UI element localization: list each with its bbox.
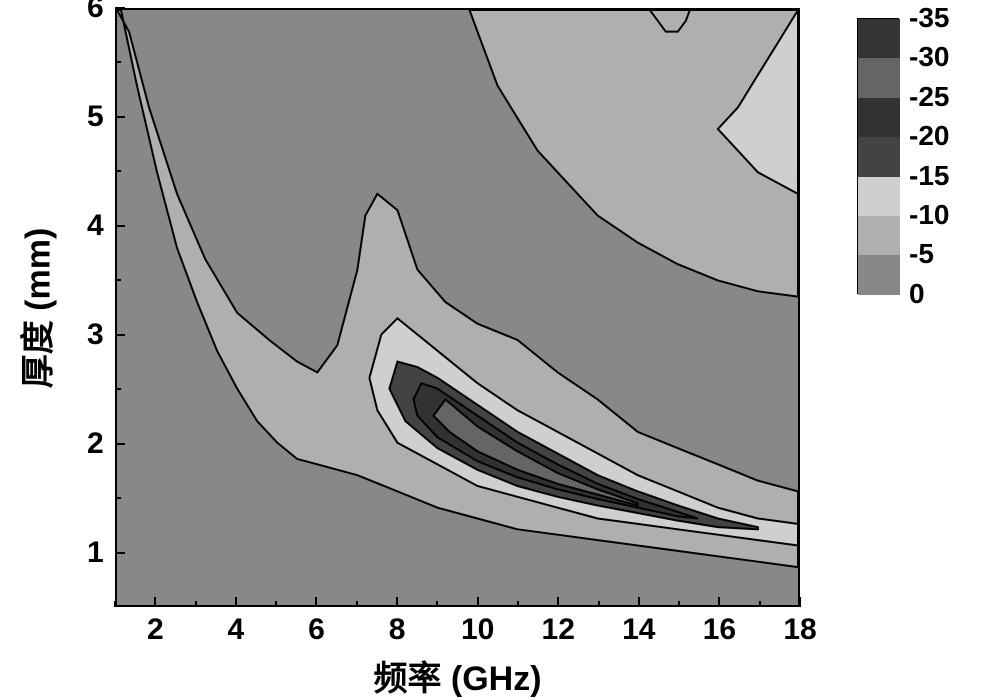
contour-chart: 24681012141618 123456 频率 (GHz) 厚度 (mm) -… <box>0 0 1000 698</box>
legend-swatch <box>858 98 900 137</box>
legend-swatches <box>857 18 899 294</box>
legend-label: -15 <box>909 160 949 192</box>
legend-swatch <box>858 216 900 255</box>
x-minor-tick <box>517 601 519 607</box>
y-tick-mark <box>115 225 125 227</box>
y-tick-mark <box>115 116 125 118</box>
x-minor-tick <box>114 601 116 607</box>
x-tick-label: 18 <box>783 613 816 647</box>
x-minor-tick <box>598 601 600 607</box>
y-tick-mark <box>115 334 125 336</box>
x-tick-label: 16 <box>703 613 736 647</box>
x-minor-tick <box>195 601 197 607</box>
x-tick-mark <box>557 597 559 607</box>
legend-label: 0 <box>909 278 925 310</box>
x-minor-tick <box>436 601 438 607</box>
x-tick-mark <box>396 597 398 607</box>
x-tick-label: 4 <box>228 613 245 647</box>
x-minor-tick <box>678 601 680 607</box>
y-minor-tick <box>115 497 121 499</box>
x-tick-mark <box>154 597 156 607</box>
x-tick-label: 2 <box>147 613 164 647</box>
y-tick-label: 4 <box>87 209 104 243</box>
y-tick-label: 5 <box>87 100 104 134</box>
y-tick-mark <box>115 7 125 9</box>
x-tick-mark <box>638 597 640 607</box>
legend-label: -5 <box>909 238 934 270</box>
y-minor-tick <box>115 388 121 390</box>
x-minor-tick <box>356 601 358 607</box>
y-tick-label: 1 <box>87 536 104 570</box>
x-tick-mark <box>477 597 479 607</box>
y-tick-label: 3 <box>87 318 104 352</box>
x-minor-tick <box>275 601 277 607</box>
x-tick-label: 12 <box>542 613 575 647</box>
x-tick-label: 8 <box>389 613 406 647</box>
y-minor-tick <box>115 170 121 172</box>
x-tick-mark <box>315 597 317 607</box>
legend-swatch <box>858 19 900 58</box>
y-tick-mark <box>115 552 125 554</box>
legend-label: -10 <box>909 199 949 231</box>
legend-label: -20 <box>909 120 949 152</box>
x-tick-mark <box>718 597 720 607</box>
legend-label: -25 <box>909 81 949 113</box>
legend-swatch <box>858 255 900 294</box>
legend-swatch <box>858 177 900 216</box>
y-tick-mark <box>115 443 125 445</box>
y-minor-tick <box>115 279 121 281</box>
legend-label: -30 <box>909 41 949 73</box>
x-minor-tick <box>759 601 761 607</box>
legend-swatch <box>858 137 900 176</box>
x-tick-mark <box>235 597 237 607</box>
y-minor-tick <box>115 61 121 63</box>
x-tick-label: 14 <box>622 613 655 647</box>
contour-svg <box>117 10 798 605</box>
y-axis-title: 厚度 (mm) <box>11 227 60 388</box>
x-tick-label: 10 <box>461 613 494 647</box>
legend-label: -35 <box>909 2 949 34</box>
x-axis-title: 频率 (GHz) <box>373 651 541 700</box>
x-tick-mark <box>799 597 801 607</box>
y-tick-label: 6 <box>87 0 104 25</box>
legend-swatch <box>858 58 900 97</box>
plot-area <box>115 8 800 607</box>
x-tick-label: 6 <box>308 613 325 647</box>
y-tick-label: 2 <box>87 427 104 461</box>
